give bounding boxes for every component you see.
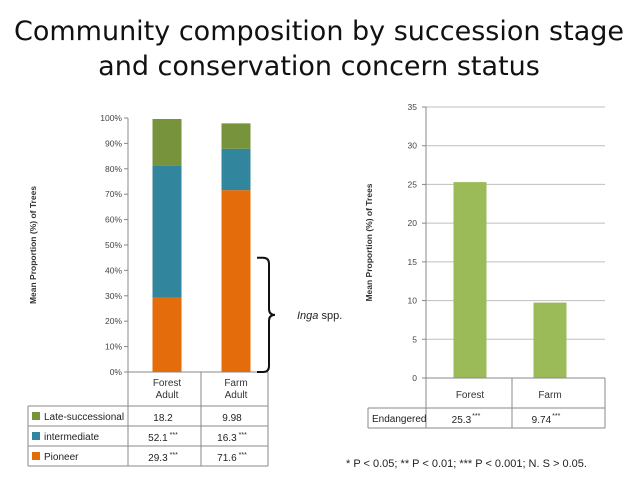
data-table-cell-2: 9.74*** <box>532 413 561 426</box>
data-table-cell-1: 29.3 *** <box>148 452 178 464</box>
inga-bracket <box>257 256 276 373</box>
y-tick-label-1: 0% <box>110 367 123 377</box>
legend-label-pioneer: Pioneer <box>44 452 79 463</box>
legend-swatch-pioneer <box>32 452 40 460</box>
bar-endangered <box>533 302 567 378</box>
y-tick-label-2: 10 <box>408 296 418 306</box>
data-table-cell-1: 18.2 <box>153 413 173 424</box>
category-label-2: Forest <box>456 390 485 401</box>
y-tick-label-1: 90% <box>105 138 122 148</box>
category-label-2: Farm <box>538 390 561 401</box>
bar-segment-pioneer <box>221 190 251 372</box>
y-tick-label-2: 20 <box>408 218 418 228</box>
y-tick-label-2: 35 <box>408 102 418 112</box>
y-tick-label-2: 5 <box>412 334 417 344</box>
y-tick-label-1: 10% <box>105 342 122 352</box>
y-tick-label-2: 15 <box>408 257 418 267</box>
y-tick-label-1: 40% <box>105 265 122 275</box>
legend-label-late-successional: Late-successional <box>44 412 124 423</box>
y-axis-label-1: Mean Proportion (%) of Trees <box>28 186 38 304</box>
y-tick-label-1: 50% <box>105 240 122 250</box>
data-table-cell-1: 9.98 <box>222 413 242 424</box>
legend-label-endangered: Endangered <box>372 414 427 425</box>
bar-segment-late-successional <box>221 123 251 149</box>
y-tick-label-1: 60% <box>105 215 122 225</box>
title-line-2: and conservation concern status <box>98 51 540 82</box>
bar-segment-pioneer <box>152 297 182 372</box>
bar-segment-intermediate <box>221 148 251 191</box>
legend-swatch-intermediate <box>32 432 40 440</box>
legend-label-intermediate: intermediate <box>44 432 99 443</box>
y-tick-label-1: 70% <box>105 189 122 199</box>
title-line-1: Community composition by succession stag… <box>13 16 625 47</box>
bar-endangered <box>453 182 487 378</box>
data-table-cell-1: 16.3 *** <box>217 432 247 444</box>
inga-annotation: Inga spp. <box>297 310 342 322</box>
category-label-1: Forest Adult <box>153 378 182 401</box>
y-tick-label-1: 80% <box>105 164 122 174</box>
y-tick-label-1: 100% <box>100 113 122 123</box>
y-tick-label-1: 30% <box>105 291 122 301</box>
bar-segment-late-successional <box>152 119 182 166</box>
data-table-cell-1: 71.6 *** <box>217 452 247 464</box>
bar-segment-intermediate <box>152 165 182 298</box>
legend-swatch-late-successional <box>32 412 40 420</box>
y-tick-label-1: 20% <box>105 316 122 326</box>
significance-footnote: * P < 0.05; ** P < 0.01; *** P < 0.001; … <box>346 458 587 470</box>
y-tick-label-2: 25 <box>408 179 418 189</box>
data-table-cell-2: 25.3*** <box>452 413 481 426</box>
data-table-cell-1: 52.1 *** <box>148 432 178 444</box>
y-tick-label-2: 0 <box>412 373 417 383</box>
category-label-1: Farm Adult <box>224 378 247 401</box>
y-tick-label-2: 30 <box>408 141 418 151</box>
y-axis-label-2: Mean Proportion (%) of Trees <box>364 183 374 301</box>
slide-title: Community composition by succession stag… <box>0 14 638 84</box>
